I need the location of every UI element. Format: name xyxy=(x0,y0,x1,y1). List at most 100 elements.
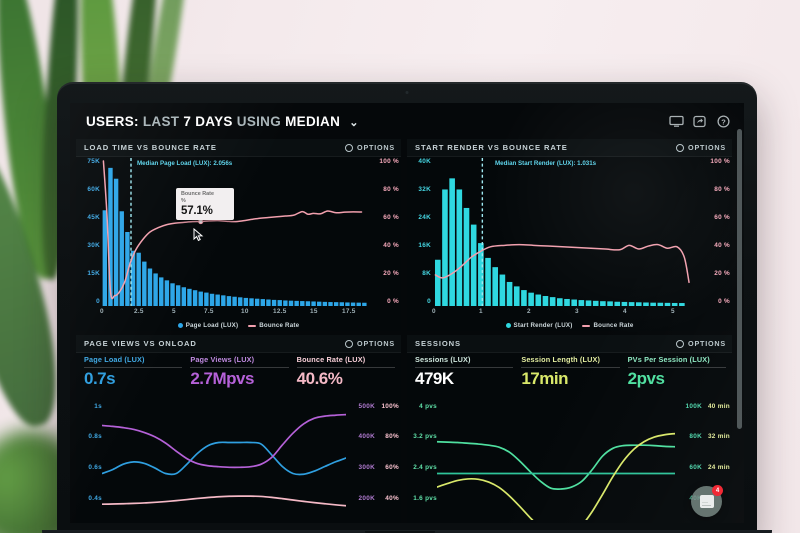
xtick: 17.5 xyxy=(342,308,356,315)
y3tick: 24 min xyxy=(707,464,730,471)
y2tick: 60 % xyxy=(714,214,730,221)
y2tick: 80K xyxy=(689,433,702,440)
y2tick: 40 % xyxy=(714,242,730,249)
panel-title: PAGE VIEWS VS ONLOAD xyxy=(84,339,197,348)
ytick: 1.6 pvs xyxy=(413,495,437,502)
ytick: 4 pvs xyxy=(419,403,437,410)
kpi-value: 2pvs xyxy=(627,369,665,388)
topbar-icon-group: ? xyxy=(669,114,732,128)
kpi-label: Bounce Rate (LUX) xyxy=(296,355,366,364)
xtick: 7.5 xyxy=(204,308,214,315)
ytick: 1s xyxy=(94,403,102,410)
y3tick: 32 min xyxy=(707,433,730,440)
webcam xyxy=(405,91,409,94)
ytick: 0.6s xyxy=(88,464,102,471)
y2tick: 20 % xyxy=(383,270,399,277)
ytick: 30K xyxy=(87,242,100,249)
kpi-label: Session Length (LUX) xyxy=(521,355,601,364)
help-icon[interactable]: ? xyxy=(717,114,732,128)
median-vline-label: Median Page Load (LUX): 2.056s xyxy=(137,160,233,167)
page-title: USERS: LAST 7 DAYS USING MEDIAN ⌄ xyxy=(86,114,359,129)
legend-item[interactable]: Bounce Rate xyxy=(248,322,299,329)
laptop-screen: USERS: LAST 7 DAYS USING MEDIAN ⌄ xyxy=(70,103,744,523)
legend-swatch xyxy=(177,323,183,328)
kpi-value: 479K xyxy=(415,369,454,388)
xtick: 10 xyxy=(241,308,249,315)
y3tick: 40% xyxy=(385,495,399,502)
options-label: OPTIONS xyxy=(357,143,395,152)
panel-start-render-vs-bounce-rate: START RENDER VS BOUNCE RATE OPTIONS 40K … xyxy=(407,139,732,331)
chevron-down-icon[interactable]: ⌄ xyxy=(349,116,359,129)
y3tick: 80% xyxy=(385,433,399,440)
ytick: 60K xyxy=(87,186,100,193)
xtick: 2 xyxy=(527,308,531,315)
legend-item[interactable]: Bounce Rate xyxy=(582,322,633,329)
y3tick: 40 min xyxy=(707,403,730,410)
y2tick: 100K xyxy=(685,403,702,410)
legend-item[interactable]: Start Render (LUX) xyxy=(505,322,573,329)
chart-plot-area xyxy=(436,396,676,523)
kpi-divider xyxy=(627,367,726,368)
xtick: 5 xyxy=(172,308,176,315)
xtick: 0 xyxy=(100,308,104,315)
legend-swatch xyxy=(582,324,591,327)
panel-options-button[interactable]: OPTIONS xyxy=(345,339,395,348)
ytick: 0.4s xyxy=(88,495,102,502)
panel-sessions: SESSIONS OPTIONS Sessions (LUX) xyxy=(407,335,732,523)
panel-body: 75K 60K 45K 30K 15K 0 100 % 80 % xyxy=(76,156,401,331)
panel-options-button[interactable]: OPTIONS xyxy=(676,143,726,152)
title-metric-value: MEDIAN xyxy=(285,113,341,129)
dashboard-panels: LOAD TIME VS BOUNCE RATE OPTIONS 75K 60K xyxy=(70,139,744,523)
kpi-divider xyxy=(521,367,620,368)
share-icon[interactable] xyxy=(693,115,708,128)
panel-body: Sessions (LUX) 479K Session Length (LUX)… xyxy=(407,352,732,523)
kpi-page-load: Page Load (LUX) 0.7s xyxy=(84,355,183,389)
tooltip-value: 57.1% xyxy=(181,204,213,217)
y2tick: 0 % xyxy=(387,298,399,305)
chart-svg xyxy=(434,158,690,307)
xtick: 0 xyxy=(432,308,436,315)
ytick: 0 xyxy=(96,298,100,305)
median-vline-label: Median Start Render (LUX): 1.031s xyxy=(495,160,597,167)
desktop-icon[interactable] xyxy=(669,115,684,128)
legend-swatch xyxy=(505,323,511,328)
xtick: 12.5 xyxy=(273,308,287,315)
chat-unread-badge: 4 xyxy=(712,485,723,496)
kpi-value: 40.6% xyxy=(296,369,343,388)
ytick: 32K xyxy=(418,186,431,193)
y3tick: 60% xyxy=(385,464,399,471)
y2tick: 80 % xyxy=(714,186,730,193)
xtick: 3 xyxy=(575,308,579,315)
kpi-divider xyxy=(84,367,183,368)
kpi-label: Page Views (LUX) xyxy=(190,355,255,364)
options-label: OPTIONS xyxy=(357,339,395,348)
xtick: 2.5 xyxy=(134,308,144,315)
kpi-page-views: Page Views (LUX) 2.7Mpvs xyxy=(190,355,289,389)
panel-header: PAGE VIEWS VS ONLOAD OPTIONS xyxy=(76,335,401,353)
kpi-label: Page Load (LUX) xyxy=(84,355,145,364)
panel-options-button[interactable]: OPTIONS xyxy=(345,143,395,152)
gear-icon xyxy=(676,143,685,152)
svg-text:?: ? xyxy=(721,117,726,126)
chart-plot-area: Median Start Render (LUX): 1.031s xyxy=(433,158,701,307)
ytick: 45K xyxy=(87,214,100,221)
ytick: 0.8s xyxy=(88,433,102,440)
ytick: 0 xyxy=(427,298,431,305)
legend-label: Bounce Rate xyxy=(593,322,634,329)
page-scrollbar[interactable] xyxy=(737,129,742,429)
options-label: OPTIONS xyxy=(688,143,726,152)
tooltip-label: Bounce Rate xyxy=(181,191,214,197)
title-range-label: LAST xyxy=(142,113,180,129)
chart-plot-area xyxy=(101,396,347,520)
xtick: 1 xyxy=(479,308,483,315)
legend-item[interactable]: Page Load (LUX) xyxy=(177,322,239,329)
laptop-device: USERS: LAST 7 DAYS USING MEDIAN ⌄ xyxy=(57,82,757,533)
panel-options-button[interactable]: OPTIONS xyxy=(676,339,726,348)
ytick: 24K xyxy=(418,214,431,221)
chart-legend: Page Load (LUX) Bounce Rate xyxy=(76,322,401,329)
title-prefix: USERS: xyxy=(86,113,139,129)
panel-body: 40K 32K 24K 16K 8K 0 100 % 80 % 60 % xyxy=(407,156,732,331)
kpi-bounce-rate: Bounce Rate (LUX) 40.6% xyxy=(296,355,395,389)
cursor-icon xyxy=(193,228,204,242)
chat-widget[interactable]: 4 xyxy=(691,485,723,517)
